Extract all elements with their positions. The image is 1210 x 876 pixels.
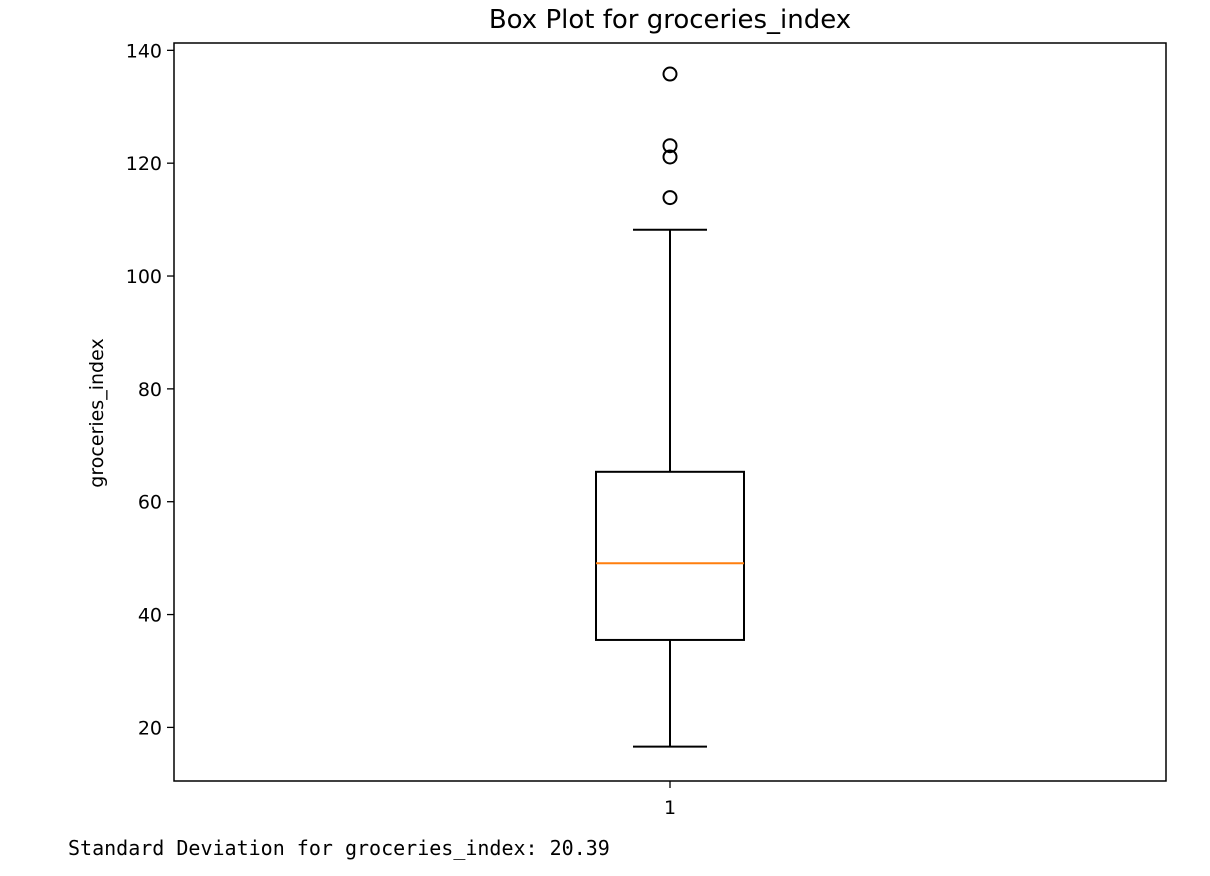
x-tick-label: 1 (664, 797, 676, 819)
y-tick-label: 140 (126, 40, 162, 62)
outlier-point (662, 66, 678, 82)
plot-frame (173, 42, 1167, 782)
iqr-box (595, 470, 745, 641)
y-tick-label: 60 (138, 492, 162, 514)
box-plot-chart: Box Plot for groceries_index groceries_i… (86, 5, 1167, 819)
y-axis-label: groceries_index (86, 338, 108, 487)
y-tick-label: 80 (138, 379, 162, 401)
outlier-point (662, 190, 678, 206)
std-dev-output: Standard Deviation for groceries_index: … (68, 836, 610, 860)
outlier-point (662, 138, 678, 154)
outlier-point (662, 149, 678, 165)
y-tick-label: 120 (126, 153, 162, 175)
y-tick-label: 20 (138, 717, 162, 739)
y-tick-label: 100 (126, 266, 162, 288)
chart-title: Box Plot for groceries_index (489, 5, 851, 35)
y-tick-label: 40 (138, 605, 162, 627)
